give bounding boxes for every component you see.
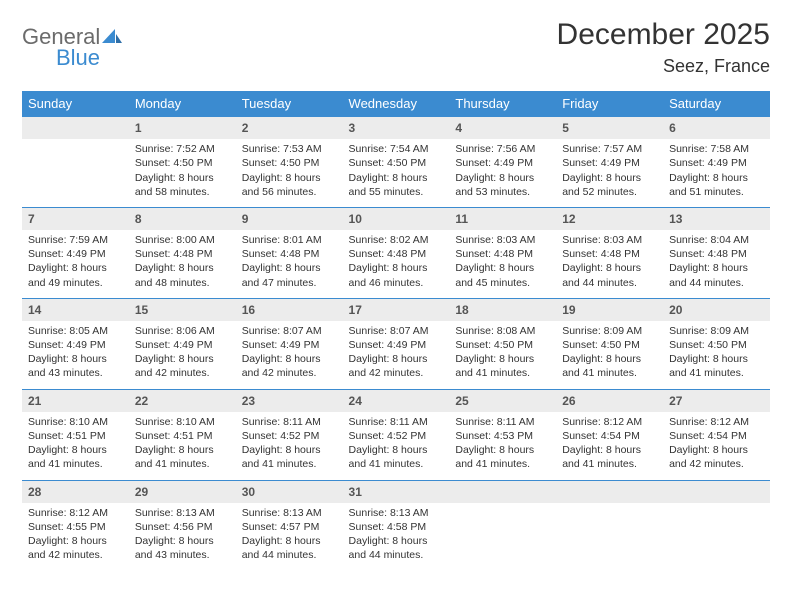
day-content-cell: Sunrise: 7:56 AMSunset: 4:49 PMDaylight:…	[449, 139, 556, 207]
day-content-cell: Sunrise: 8:13 AMSunset: 4:58 PMDaylight:…	[343, 503, 450, 571]
day-number-cell: 7	[22, 207, 129, 230]
day-content-cell: Sunrise: 7:57 AMSunset: 4:49 PMDaylight:…	[556, 139, 663, 207]
day-number-cell: 6	[663, 117, 770, 140]
day-content-cell: Sunrise: 7:52 AMSunset: 4:50 PMDaylight:…	[129, 139, 236, 207]
day-content-cell: Sunrise: 8:03 AMSunset: 4:48 PMDaylight:…	[556, 230, 663, 298]
day-content-cell: Sunrise: 8:00 AMSunset: 4:48 PMDaylight:…	[129, 230, 236, 298]
day-content-cell: Sunrise: 8:10 AMSunset: 4:51 PMDaylight:…	[22, 412, 129, 480]
day-number-row: 78910111213	[22, 207, 770, 230]
day-content-cell: Sunrise: 8:09 AMSunset: 4:50 PMDaylight:…	[556, 321, 663, 389]
day-content-row: Sunrise: 7:52 AMSunset: 4:50 PMDaylight:…	[22, 139, 770, 207]
weekday-header-row: Sunday Monday Tuesday Wednesday Thursday…	[22, 91, 770, 117]
day-content-cell: Sunrise: 8:12 AMSunset: 4:54 PMDaylight:…	[663, 412, 770, 480]
day-number-cell: 17	[343, 298, 450, 321]
day-content-cell: Sunrise: 8:09 AMSunset: 4:50 PMDaylight:…	[663, 321, 770, 389]
day-number-cell: 25	[449, 389, 556, 412]
weekday-header: Thursday	[449, 91, 556, 117]
day-content-cell	[663, 503, 770, 571]
title-block: December 2025 Seez, France	[557, 18, 770, 77]
day-content-cell: Sunrise: 7:53 AMSunset: 4:50 PMDaylight:…	[236, 139, 343, 207]
day-number-cell: 2	[236, 117, 343, 140]
weekday-header: Friday	[556, 91, 663, 117]
day-content-cell: Sunrise: 8:11 AMSunset: 4:52 PMDaylight:…	[236, 412, 343, 480]
day-number-row: 14151617181920	[22, 298, 770, 321]
day-number-cell: 18	[449, 298, 556, 321]
logo: General Blue	[22, 18, 122, 69]
day-number-cell: 3	[343, 117, 450, 140]
day-number-cell: 8	[129, 207, 236, 230]
day-content-cell: Sunrise: 8:01 AMSunset: 4:48 PMDaylight:…	[236, 230, 343, 298]
day-number-cell: 26	[556, 389, 663, 412]
day-content-cell: Sunrise: 8:10 AMSunset: 4:51 PMDaylight:…	[129, 412, 236, 480]
day-number-row: 21222324252627	[22, 389, 770, 412]
day-number-cell: 31	[343, 480, 450, 503]
day-number-cell: 29	[129, 480, 236, 503]
day-content-cell: Sunrise: 8:13 AMSunset: 4:56 PMDaylight:…	[129, 503, 236, 571]
weekday-header: Wednesday	[343, 91, 450, 117]
logo-text-blue: Blue	[56, 47, 122, 69]
day-number-cell: 21	[22, 389, 129, 412]
day-content-cell: Sunrise: 8:05 AMSunset: 4:49 PMDaylight:…	[22, 321, 129, 389]
day-content-cell: Sunrise: 8:08 AMSunset: 4:50 PMDaylight:…	[449, 321, 556, 389]
calendar-table: Sunday Monday Tuesday Wednesday Thursday…	[22, 91, 770, 570]
day-number-cell: 19	[556, 298, 663, 321]
day-number-cell: 27	[663, 389, 770, 412]
day-number-cell: 20	[663, 298, 770, 321]
day-content-cell: Sunrise: 8:07 AMSunset: 4:49 PMDaylight:…	[236, 321, 343, 389]
day-content-cell: Sunrise: 8:02 AMSunset: 4:48 PMDaylight:…	[343, 230, 450, 298]
day-number-cell: 22	[129, 389, 236, 412]
day-content-cell	[449, 503, 556, 571]
day-content-cell: Sunrise: 8:04 AMSunset: 4:48 PMDaylight:…	[663, 230, 770, 298]
day-number-cell: 4	[449, 117, 556, 140]
day-number-cell: 13	[663, 207, 770, 230]
day-number-cell: 28	[22, 480, 129, 503]
day-content-cell: Sunrise: 8:11 AMSunset: 4:52 PMDaylight:…	[343, 412, 450, 480]
day-content-cell: Sunrise: 8:12 AMSunset: 4:55 PMDaylight:…	[22, 503, 129, 571]
day-number-cell: 9	[236, 207, 343, 230]
logo-sail-icon	[102, 26, 122, 49]
day-content-cell: Sunrise: 8:11 AMSunset: 4:53 PMDaylight:…	[449, 412, 556, 480]
day-content-row: Sunrise: 7:59 AMSunset: 4:49 PMDaylight:…	[22, 230, 770, 298]
location: Seez, France	[557, 56, 770, 77]
day-content-cell: Sunrise: 7:59 AMSunset: 4:49 PMDaylight:…	[22, 230, 129, 298]
day-content-row: Sunrise: 8:10 AMSunset: 4:51 PMDaylight:…	[22, 412, 770, 480]
day-content-cell: Sunrise: 8:06 AMSunset: 4:49 PMDaylight:…	[129, 321, 236, 389]
weekday-header: Sunday	[22, 91, 129, 117]
day-number-cell: 5	[556, 117, 663, 140]
day-number-cell: 16	[236, 298, 343, 321]
day-number-cell	[663, 480, 770, 503]
day-number-row: 123456	[22, 117, 770, 140]
day-content-cell: Sunrise: 8:13 AMSunset: 4:57 PMDaylight:…	[236, 503, 343, 571]
day-number-cell: 1	[129, 117, 236, 140]
month-title: December 2025	[557, 18, 770, 52]
day-number-row: 28293031	[22, 480, 770, 503]
day-number-cell	[22, 117, 129, 140]
day-content-cell: Sunrise: 7:58 AMSunset: 4:49 PMDaylight:…	[663, 139, 770, 207]
day-number-cell: 23	[236, 389, 343, 412]
header: General Blue December 2025 Seez, France	[22, 18, 770, 77]
weekday-header: Saturday	[663, 91, 770, 117]
day-number-cell: 11	[449, 207, 556, 230]
day-number-cell: 14	[22, 298, 129, 321]
day-content-cell: Sunrise: 8:03 AMSunset: 4:48 PMDaylight:…	[449, 230, 556, 298]
weekday-header: Tuesday	[236, 91, 343, 117]
day-content-cell: Sunrise: 8:07 AMSunset: 4:49 PMDaylight:…	[343, 321, 450, 389]
day-content-cell: Sunrise: 7:54 AMSunset: 4:50 PMDaylight:…	[343, 139, 450, 207]
day-number-cell: 30	[236, 480, 343, 503]
day-number-cell: 10	[343, 207, 450, 230]
weekday-header: Monday	[129, 91, 236, 117]
day-number-cell	[449, 480, 556, 503]
day-content-row: Sunrise: 8:12 AMSunset: 4:55 PMDaylight:…	[22, 503, 770, 571]
day-number-cell: 15	[129, 298, 236, 321]
day-content-cell	[556, 503, 663, 571]
day-content-cell	[22, 139, 129, 207]
day-number-cell: 12	[556, 207, 663, 230]
day-number-cell: 24	[343, 389, 450, 412]
day-number-cell	[556, 480, 663, 503]
day-content-row: Sunrise: 8:05 AMSunset: 4:49 PMDaylight:…	[22, 321, 770, 389]
day-content-cell: Sunrise: 8:12 AMSunset: 4:54 PMDaylight:…	[556, 412, 663, 480]
